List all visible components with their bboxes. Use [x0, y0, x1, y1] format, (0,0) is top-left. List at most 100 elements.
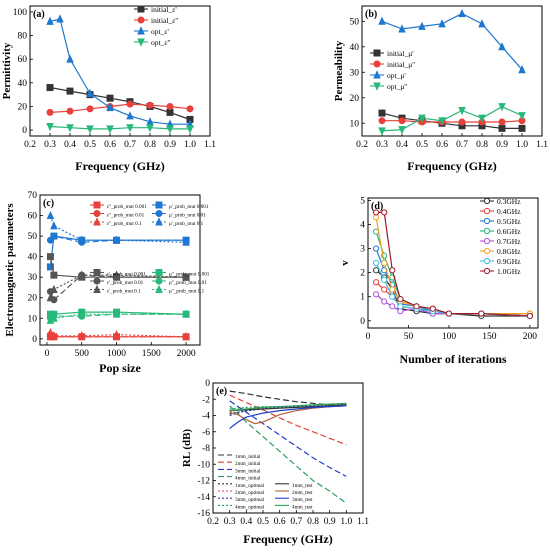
x-tick-label: 1000	[107, 349, 126, 359]
series-line	[229, 405, 347, 429]
chart-panel-2: 0.2 0.3 0.4 0.5 0.6 0.7 0.8 0.9 1.0 1.1 10 20 30 40 50…	[333, 5, 548, 173]
legend-label: 2mm_initial	[235, 461, 261, 467]
x-tick-label: 0.8	[307, 517, 319, 527]
data-point	[372, 209, 380, 216]
x-tick-label: 0.9	[164, 140, 176, 150]
x-tick-label: 0.3	[224, 517, 236, 527]
y-axis-label: Electromagnetic parameters	[4, 203, 16, 337]
legend-marker	[373, 82, 381, 91]
x-tick-label: 0.9	[496, 140, 508, 150]
data-point	[146, 101, 154, 109]
legend-label: initial_μ'	[387, 49, 414, 58]
legend-marker	[93, 217, 101, 226]
series-line	[229, 403, 347, 410]
legend-label: 3mm_optimal	[235, 497, 265, 503]
series-line	[381, 106, 523, 132]
data-point	[86, 125, 94, 134]
x-tick-label: 0.9	[324, 517, 336, 527]
x-tick-label: 0.6	[274, 517, 286, 527]
data-point	[166, 102, 174, 110]
data-point	[389, 267, 396, 274]
legend-label: 4mm_test	[292, 504, 313, 510]
data-point	[438, 19, 446, 28]
legend-label: opt_ε''	[151, 38, 171, 47]
legend-marker	[483, 217, 491, 225]
data-point	[398, 117, 406, 125]
legend-label: ε'_prob_mut 0.01	[107, 280, 144, 286]
data-point	[50, 232, 58, 240]
data-point	[112, 270, 121, 279]
y-tick-label: 100	[13, 8, 28, 18]
data-point	[389, 293, 396, 300]
legend-marker	[137, 26, 145, 35]
legend-marker	[93, 277, 101, 285]
series-line	[229, 403, 347, 417]
y-tick-label: -12	[197, 477, 210, 487]
legend-marker	[155, 284, 163, 293]
y-tick-label: 4	[360, 220, 365, 230]
data-point	[106, 94, 114, 102]
data-point	[378, 16, 386, 25]
legend-marker	[137, 16, 145, 24]
x-tick-label: 0.6	[436, 140, 448, 150]
data-point	[46, 253, 54, 261]
data-point	[186, 105, 194, 113]
x-tick-label: 0.4	[396, 140, 408, 150]
legend-label: μ'_prob_mut 0.01	[169, 213, 206, 219]
x-tick-label: 0.2	[207, 517, 219, 527]
x-tick-label: 500	[75, 349, 90, 359]
chart-panel-1: 0.2 0.3 0.4 0.5 0.6 0.7 0.8 0.9 1.0 1.1 0 20 40 60 80 1…	[1, 5, 216, 173]
y-tick-label: 50	[350, 17, 360, 27]
data-point	[46, 16, 54, 25]
y-tick-label: 10	[350, 119, 360, 129]
legend-label: 0.8GHz	[497, 247, 521, 256]
legend-marker	[155, 269, 163, 276]
legend-marker	[483, 237, 491, 245]
x-tick-label: 1.0	[340, 517, 352, 527]
data-point	[126, 100, 134, 108]
data-point	[77, 235, 86, 244]
data-point	[126, 111, 134, 120]
data-point	[398, 24, 406, 33]
y-tick-label: 0	[32, 335, 37, 345]
data-point	[50, 271, 58, 279]
data-point	[397, 303, 404, 310]
y-tick-label: 30	[350, 68, 360, 78]
legend-label: μ''_prob_mut 0.001	[169, 272, 210, 278]
data-point	[438, 117, 446, 126]
data-point	[166, 108, 174, 116]
legend-marker	[155, 217, 163, 226]
legend-label: 0.6GHz	[497, 227, 521, 236]
data-point	[389, 286, 396, 293]
y-tick-label: -14	[197, 493, 210, 503]
y-tick-label: 0	[205, 379, 210, 389]
legend-label: 0.3GHz	[497, 197, 521, 206]
x-tick-label: 0.5	[416, 140, 428, 150]
chart-panel-3: 0 500 1000 1500 2000 0 10 20 30 40 50 60 70 Pop size E…	[4, 191, 210, 375]
legend-label: opt_ε'	[151, 27, 169, 36]
legend-label: ε''_prob_mut 0.01	[107, 213, 145, 219]
data-point	[86, 88, 94, 97]
x-tick-label: 0.3	[376, 140, 388, 150]
data-point	[77, 331, 86, 340]
x-tick-label: 0.4	[240, 517, 252, 527]
legend-marker	[373, 70, 381, 79]
legend-label: 3mm_test	[292, 497, 313, 503]
x-tick-label: 0.2	[24, 140, 36, 150]
data-point	[146, 124, 154, 133]
data-point	[378, 127, 386, 136]
legend-marker	[93, 284, 101, 293]
legend-marker	[137, 38, 145, 47]
legend-label: opt_μ'	[387, 71, 406, 80]
data-point	[518, 112, 526, 121]
data-point	[66, 87, 74, 95]
legend-marker	[93, 210, 101, 217]
data-point	[478, 114, 486, 123]
y-tick-label: -16	[197, 509, 210, 519]
x-tick-label: 0	[366, 332, 371, 342]
x-tick-label: 200	[523, 332, 538, 342]
x-tick-label: 0.6	[104, 140, 116, 150]
series-line	[49, 215, 187, 243]
legend: 0.3GHz0.4GHz0.5GHz0.6GHz0.7GHz0.8GHz0.9G…	[480, 197, 521, 276]
y-axis-label: RL (dB)	[181, 429, 193, 468]
